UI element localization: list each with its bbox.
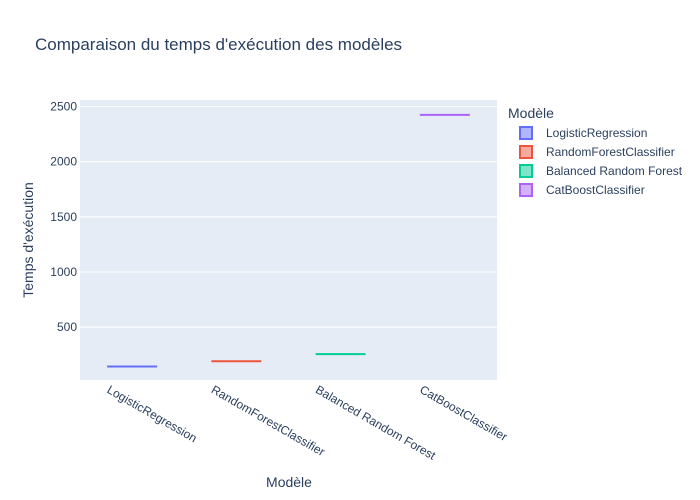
- y-tick-label: 1000: [50, 265, 77, 279]
- y-tick-label: 2500: [50, 100, 77, 114]
- legend-label: Balanced Random Forest: [546, 164, 683, 178]
- legend-item[interactable]: RandomForestClassifier: [519, 145, 675, 159]
- y-tick-label: 2000: [50, 155, 77, 169]
- legend-swatch: [519, 126, 533, 140]
- legend-swatch: [519, 183, 533, 197]
- legend-swatch: [519, 164, 533, 178]
- box-marks: [107, 113, 470, 368]
- legend-label: CatBoostClassifier: [546, 183, 645, 197]
- legend-label: RandomForestClassifier: [546, 145, 675, 159]
- y-tick-label: 1500: [50, 210, 77, 224]
- legend-item[interactable]: LogisticRegression: [519, 126, 647, 140]
- legend-title: Modèle: [508, 105, 554, 121]
- chart-title: Comparaison du temps d'exécution des mod…: [35, 35, 402, 54]
- gridlines: [80, 106, 497, 328]
- legend-swatch: [519, 145, 533, 159]
- x-tick-label: LogisticRegression: [105, 382, 200, 445]
- x-tick-label: RandomForestClassifier: [209, 382, 327, 458]
- legend[interactable]: Modèle LogisticRegression RandomForestCla…: [508, 105, 683, 197]
- legend-item[interactable]: Balanced Random Forest: [519, 164, 683, 178]
- y-tick-label: 500: [57, 320, 77, 334]
- x-axis-title: Modèle: [266, 474, 312, 490]
- legend-label: LogisticRegression: [546, 126, 647, 140]
- legend-item[interactable]: CatBoostClassifier: [519, 183, 645, 197]
- y-axis-ticks: 500 1000 1500 2000 2500: [50, 100, 77, 334]
- x-axis-ticks: LogisticRegression RandomForestClassifier…: [105, 382, 510, 462]
- plot-area: [80, 100, 497, 380]
- y-axis-title: Temps d'exécution: [20, 182, 36, 298]
- x-tick-label: CatBoostClassifier: [417, 382, 509, 443]
